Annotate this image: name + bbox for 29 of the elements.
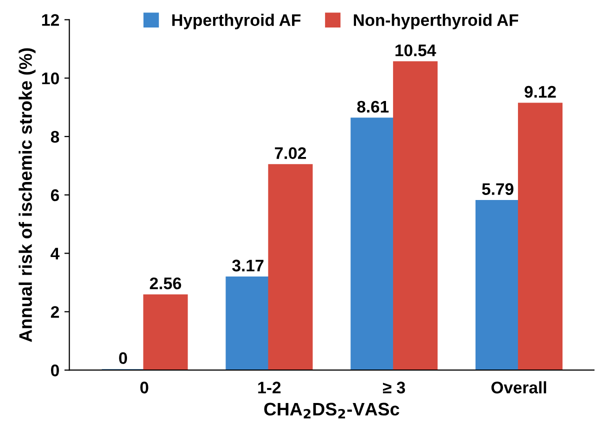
- x-tick-label: 1-2: [258, 382, 281, 394]
- bar: [518, 102, 563, 370]
- x-tick-label: ≥ 3: [382, 382, 406, 394]
- data-label: 0: [119, 352, 128, 364]
- data-label: 9.12: [524, 86, 556, 98]
- y-tick-label: 12: [42, 14, 59, 26]
- bar: [226, 276, 270, 370]
- x-tick-label: Overall: [491, 381, 546, 394]
- y-tick-label: 2: [50, 306, 59, 318]
- bar: [350, 118, 396, 370]
- data-label: 5.79: [482, 183, 514, 195]
- legend-label: Non-hyperthyroid AF: [354, 14, 518, 30]
- y-axis-title: Annual risk of ischemic stroke (%): [18, 48, 36, 342]
- bar: [393, 61, 438, 370]
- data-label: 7.02: [274, 147, 306, 160]
- y-tick-label: 0: [51, 364, 59, 376]
- data-label: 3.17: [232, 260, 264, 272]
- y-tick-label: 8: [50, 130, 60, 143]
- data-label: 8.61: [357, 100, 389, 113]
- bar: [143, 294, 188, 370]
- legend-label: Hyperthyroid AF: [172, 14, 300, 30]
- y-tick-label: 6: [50, 189, 60, 202]
- y-tick-label: 4: [50, 248, 60, 260]
- x-tick-label: 0: [140, 382, 148, 394]
- bar: [268, 164, 313, 370]
- data-label: 2.56: [150, 277, 182, 290]
- y-tick-label: 10: [42, 72, 59, 84]
- data-label: 10.54: [396, 44, 436, 56]
- x-axis-title: CHA$_{2}$DS$_{2}$-VASc: [264, 402, 400, 418]
